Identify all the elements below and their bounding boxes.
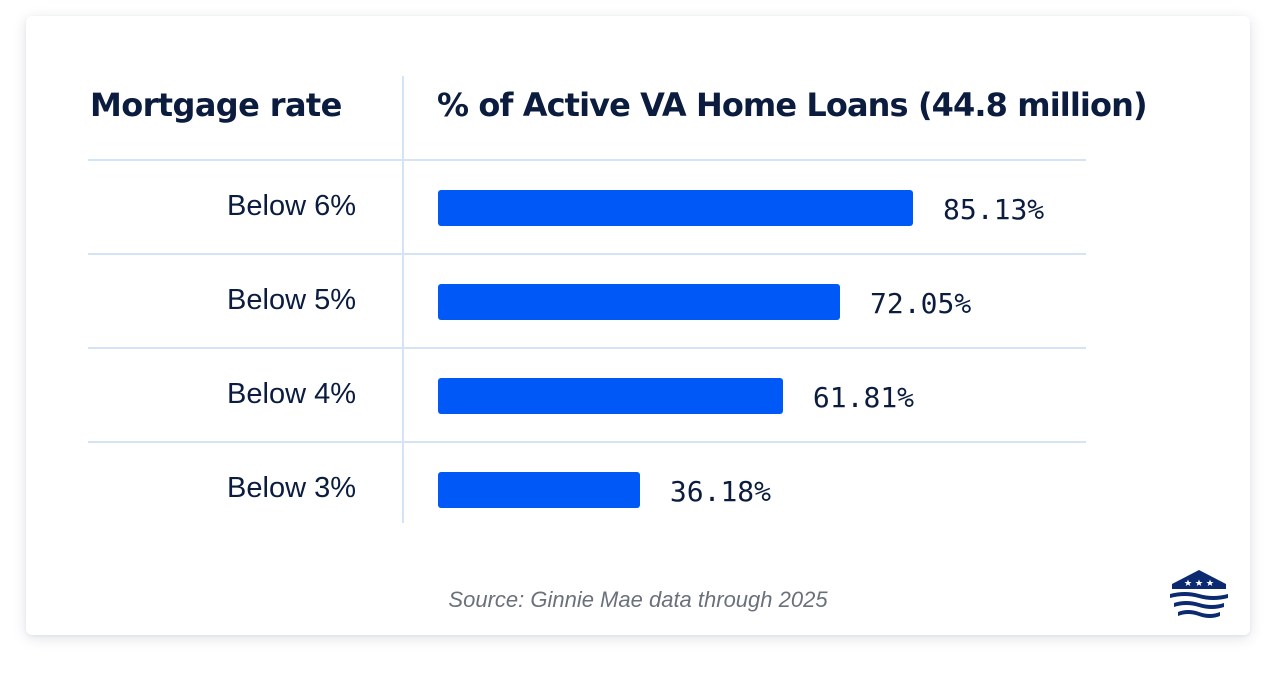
- chart-card: Mortgage rate % of Active VA Home Loans …: [26, 16, 1250, 635]
- active-loans-header: % of Active VA Home Loans (44.8 million): [437, 86, 1148, 124]
- row-divider: [88, 441, 1086, 443]
- bar-value-label: 85.13%: [943, 193, 1045, 226]
- bar-value-label: 36.18%: [669, 475, 772, 508]
- row-divider: [88, 159, 1086, 161]
- row-divider: [88, 253, 1086, 255]
- row-divider: [88, 347, 1086, 349]
- source-note: Source: Ginnie Mae data through 2025: [448, 587, 828, 612]
- category-label: Below 3%: [227, 472, 356, 504]
- category-label: Below 5%: [227, 284, 356, 316]
- bar-value-label: 72.05%: [870, 287, 972, 320]
- mortgage-rate-header: Mortgage rate: [90, 86, 342, 124]
- bar: [438, 190, 913, 226]
- bar: [438, 472, 640, 508]
- column-divider: [402, 76, 404, 523]
- bar-value-label: 61.81%: [812, 381, 915, 414]
- bar: [438, 378, 783, 414]
- house-stars-logo-icon: [1170, 570, 1228, 618]
- category-label: Below 4%: [227, 378, 356, 410]
- category-label: Below 6%: [227, 190, 356, 222]
- bar: [438, 284, 840, 320]
